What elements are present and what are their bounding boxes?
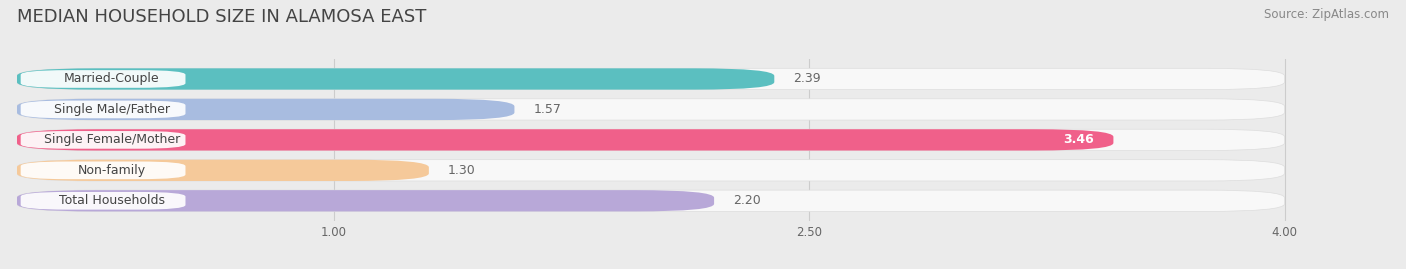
FancyBboxPatch shape — [17, 99, 515, 120]
FancyBboxPatch shape — [17, 190, 1285, 211]
FancyBboxPatch shape — [17, 160, 429, 181]
Text: 3.46: 3.46 — [1064, 133, 1094, 146]
Text: Married-Couple: Married-Couple — [65, 72, 160, 86]
Text: 2.39: 2.39 — [793, 72, 821, 86]
FancyBboxPatch shape — [17, 190, 714, 211]
FancyBboxPatch shape — [17, 68, 1285, 90]
Text: Single Female/Mother: Single Female/Mother — [44, 133, 180, 146]
Text: 2.20: 2.20 — [733, 194, 761, 207]
FancyBboxPatch shape — [21, 101, 186, 118]
FancyBboxPatch shape — [21, 131, 186, 149]
Text: Non-family: Non-family — [77, 164, 146, 177]
FancyBboxPatch shape — [21, 192, 186, 210]
FancyBboxPatch shape — [17, 129, 1285, 151]
FancyBboxPatch shape — [17, 129, 1114, 151]
Text: Total Households: Total Households — [59, 194, 165, 207]
Text: MEDIAN HOUSEHOLD SIZE IN ALAMOSA EAST: MEDIAN HOUSEHOLD SIZE IN ALAMOSA EAST — [17, 8, 426, 26]
Text: Single Male/Father: Single Male/Father — [53, 103, 170, 116]
FancyBboxPatch shape — [21, 70, 186, 88]
FancyBboxPatch shape — [17, 160, 1285, 181]
Text: Source: ZipAtlas.com: Source: ZipAtlas.com — [1264, 8, 1389, 21]
FancyBboxPatch shape — [17, 99, 1285, 120]
Text: 1.30: 1.30 — [449, 164, 475, 177]
FancyBboxPatch shape — [17, 68, 775, 90]
FancyBboxPatch shape — [21, 161, 186, 179]
Text: 1.57: 1.57 — [533, 103, 561, 116]
